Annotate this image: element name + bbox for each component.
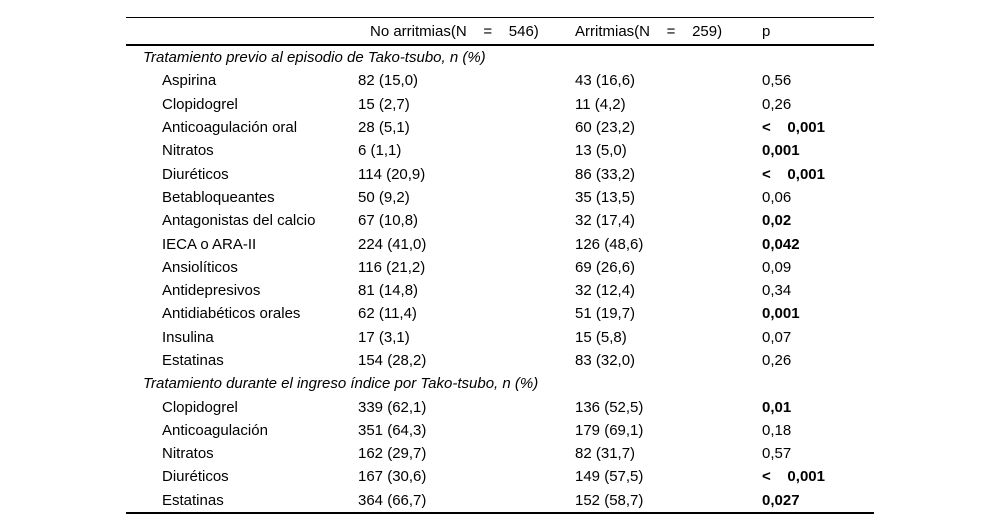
no-arritmias-value: 6 (1,1)	[358, 142, 402, 160]
no-arritmias-value: 15 (2,7)	[358, 95, 410, 113]
row-label: Estatinas	[162, 352, 224, 369]
table-row: Aspirina 82 (15,0) 43 (16,6) 0,56	[126, 69, 874, 92]
no-arritmias-value: 351 (64,3)	[358, 421, 427, 439]
column-header-arritmias: Arritmias(N = 259)	[575, 22, 723, 40]
no-arritmias-value: 17 (3,1)	[358, 328, 410, 346]
table-row: Insulina 17 (3,1) 15 (5,8) 0,07	[126, 326, 874, 349]
p-value: 0,09	[762, 258, 792, 276]
row-label: Anticoagulación	[162, 421, 268, 439]
no-arritmias-value: 114 (20,9)	[358, 165, 426, 183]
arritmias-value: 13 (5,0)	[575, 142, 627, 160]
row-label: Insulina	[162, 328, 214, 346]
arritmias-value: 43 (16,6)	[575, 72, 636, 90]
table-row: Nitratos 162 (29,7) 82 (31,7) 0,57	[126, 442, 874, 465]
row-label: Betabloqueantes	[162, 188, 275, 206]
p-value: 0,001	[762, 305, 800, 323]
p-value: < 0,001	[762, 468, 825, 486]
arritmias-value: 152 (58,7)	[575, 491, 644, 509]
table-row: Antagonistas del calcio 67 (10,8) 32 (17…	[126, 209, 874, 232]
column-header-no-arritmias: No arritmias(N = 546)	[370, 22, 539, 40]
arritmias-value: 136 (52,5)	[575, 398, 644, 416]
arritmias-value: 32 (17,4)	[575, 212, 636, 230]
no-arritmias-value: 167 (30,6)	[358, 468, 427, 486]
row-label: Diuréticos	[162, 468, 229, 486]
table-row: Clopidogrel 339 (62,1) 136 (52,5) 0,01	[126, 395, 874, 418]
no-arritmias-value: 67 (10,8)	[358, 212, 419, 230]
p-value: 0,57	[762, 445, 792, 463]
table-row: Nitratos 6 (1,1) 13 (5,0) 0,001	[126, 139, 874, 162]
no-arritmias-value: 116 (21,2)	[358, 258, 426, 276]
no-arritmias-value: 364 (66,7)	[358, 491, 427, 509]
p-value: 0,18	[762, 421, 792, 439]
row-label: Clopidogrel	[162, 95, 238, 113]
column-header-p: p	[762, 22, 771, 40]
row-label: Antagonistas del calcio	[162, 212, 316, 230]
row-label: Diuréticos	[162, 165, 229, 183]
p-value: 0,07	[762, 328, 792, 346]
treatment-comparison-table: No arritmias(N = 546) Arritmias(N = 259)…	[126, 17, 874, 514]
arritmias-value: 179 (69,1)	[575, 421, 644, 439]
arritmias-value: 35 (13,5)	[575, 188, 636, 206]
table-row: Anticoagulación 351 (64,3) 179 (69,1) 0,…	[126, 419, 874, 442]
table-row: Estatinas 154 (28,2) 83 (32,0) 0,26	[126, 349, 874, 372]
p-value: < 0,001	[762, 165, 825, 183]
table-row: Ansiolíticos 116 (21,2) 69 (26,6) 0,09	[126, 256, 874, 279]
p-value: 0,042	[762, 235, 800, 253]
no-arritmias-value: 81 (14,8)	[358, 282, 419, 300]
arritmias-value: 83 (32,0)	[575, 352, 636, 369]
table-body: Tratamiento previo al episodio de Tako-t…	[126, 46, 874, 514]
table-row: Antidepresivos 81 (14,8) 32 (12,4) 0,34	[126, 279, 874, 302]
row-label: Clopidogrel	[162, 398, 238, 416]
p-value: 0,027	[762, 491, 800, 509]
arritmias-value: 86 (33,2)	[575, 165, 636, 183]
row-label: Antidepresivos	[162, 282, 261, 300]
p-value: 0,06	[762, 188, 792, 206]
row-label: Anticoagulación oral	[162, 119, 298, 137]
table-row: Diuréticos 114 (20,9) 86 (33,2) < 0,001	[126, 162, 874, 185]
table-row: Diuréticos 167 (30,6) 149 (57,5) < 0,001	[126, 465, 874, 488]
no-arritmias-value: 162 (29,7)	[358, 445, 427, 463]
no-arritmias-value: 224 (41,0)	[358, 235, 427, 253]
p-value: 0,56	[762, 72, 792, 90]
p-value: 0,26	[762, 352, 792, 369]
table-row: Anticoagulación oral 28 (5,1) 60 (23,2) …	[126, 116, 874, 139]
p-value: 0,26	[762, 95, 792, 113]
arritmias-value: 11 (4,2)	[575, 95, 626, 113]
no-arritmias-value: 154 (28,2)	[358, 352, 427, 369]
arritmias-value: 51 (19,7)	[575, 305, 636, 323]
arritmias-value: 149 (57,5)	[575, 468, 644, 486]
p-value: 0,001	[762, 142, 800, 160]
section-header: Tratamiento durante el ingreso índice po…	[143, 375, 539, 393]
p-value: 0,34	[762, 282, 792, 300]
arritmias-value: 126 (48,6)	[575, 235, 644, 253]
no-arritmias-value: 50 (9,2)	[358, 188, 410, 206]
section-header: Tratamiento previo al episodio de Tako-t…	[143, 49, 486, 67]
arritmias-value: 82 (31,7)	[575, 445, 636, 463]
table-header-row: No arritmias(N = 546) Arritmias(N = 259)…	[126, 17, 874, 46]
arritmias-value: 15 (5,8)	[575, 328, 627, 346]
arritmias-value: 60 (23,2)	[575, 119, 636, 137]
p-value: 0,01	[762, 398, 792, 416]
arritmias-value: 69 (26,6)	[575, 258, 636, 276]
no-arritmias-value: 62 (11,4)	[358, 305, 417, 323]
row-label: Aspirina	[162, 72, 217, 90]
row-label: IECA o ARA-II	[162, 235, 257, 253]
no-arritmias-value: 28 (5,1)	[358, 119, 410, 137]
row-label: Nitratos	[162, 445, 214, 463]
table-row: Betabloqueantes 50 (9,2) 35 (13,5) 0,06	[126, 186, 874, 209]
p-value: 0,02	[762, 212, 792, 230]
table-row: Estatinas 364 (66,7) 152 (58,7) 0,027	[126, 489, 874, 512]
no-arritmias-value: 82 (15,0)	[358, 72, 419, 90]
table-row: IECA o ARA-II 224 (41,0) 126 (48,6) 0,04…	[126, 232, 874, 255]
p-value: < 0,001	[762, 119, 825, 137]
no-arritmias-value: 339 (62,1)	[358, 398, 427, 416]
row-label: Nitratos	[162, 142, 214, 160]
table-row: Clopidogrel 15 (2,7) 11 (4,2) 0,26	[126, 93, 874, 116]
table-row: Antidiabéticos orales 62 (11,4) 51 (19,7…	[126, 302, 874, 325]
arritmias-value: 32 (12,4)	[575, 282, 636, 300]
row-label: Ansiolíticos	[162, 258, 238, 276]
row-label: Antidiabéticos orales	[162, 305, 301, 323]
row-label: Estatinas	[162, 491, 224, 509]
